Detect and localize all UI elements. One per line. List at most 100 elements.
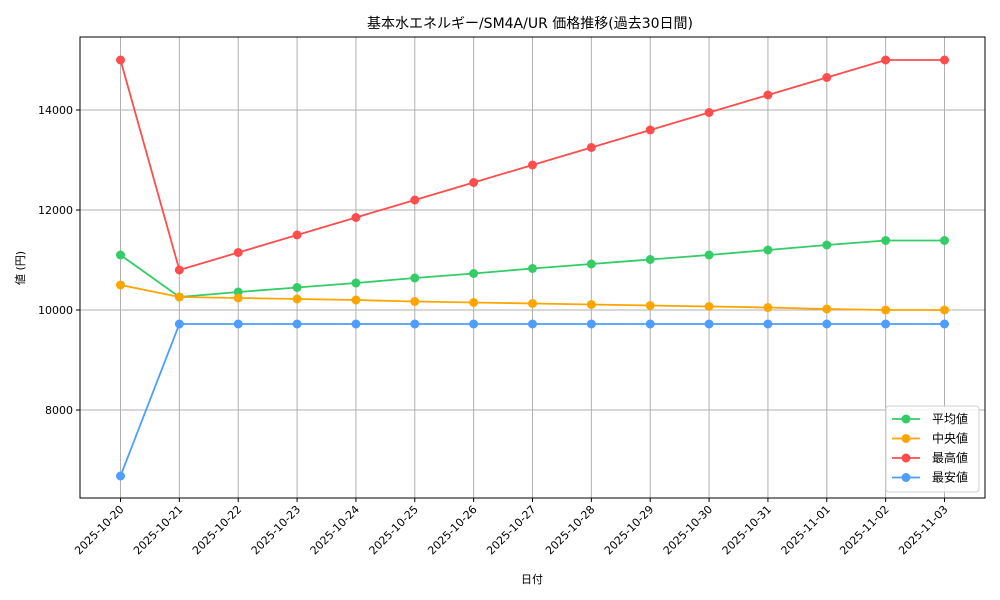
data-point bbox=[410, 273, 420, 283]
legend-item: 最高値 bbox=[892, 450, 968, 465]
data-point bbox=[704, 250, 714, 260]
data-point bbox=[586, 300, 596, 309]
data-point bbox=[469, 178, 479, 187]
data-point bbox=[881, 319, 891, 329]
data-point bbox=[116, 250, 125, 260]
legend-item: 平均値 bbox=[892, 411, 968, 426]
data-point bbox=[528, 160, 537, 170]
y-tick-label: 10000 bbox=[38, 304, 73, 317]
data-point bbox=[822, 73, 832, 82]
data-point bbox=[233, 319, 243, 329]
series-1 bbox=[116, 280, 949, 315]
data-point bbox=[704, 302, 714, 311]
legend-marker-icon bbox=[901, 453, 911, 463]
data-point bbox=[410, 195, 420, 205]
legend-box bbox=[885, 405, 980, 493]
data-point bbox=[822, 240, 832, 250]
data-point bbox=[645, 319, 655, 329]
data-point bbox=[116, 471, 125, 481]
data-point bbox=[292, 230, 302, 240]
data-point bbox=[410, 319, 420, 329]
data-point bbox=[292, 294, 302, 304]
data-point bbox=[763, 245, 773, 255]
x-tick-label: 2025-10-29 bbox=[602, 503, 656, 557]
data-point bbox=[645, 301, 655, 310]
x-tick-label: 2025-11-01 bbox=[779, 503, 833, 557]
data-point bbox=[645, 255, 655, 264]
legend-item: 最安値 bbox=[892, 470, 968, 485]
y-axis-ticks: 8000 10000 12000 14000 bbox=[38, 104, 80, 417]
x-tick-label: 2025-10-23 bbox=[249, 503, 303, 557]
data-point bbox=[822, 304, 832, 314]
data-point bbox=[940, 236, 949, 245]
data-point bbox=[586, 319, 596, 329]
data-point bbox=[704, 108, 714, 117]
y-tick-label: 12000 bbox=[38, 204, 73, 217]
x-tick-label: 2025-11-02 bbox=[837, 503, 891, 557]
data-point bbox=[292, 319, 302, 329]
legend-label: 平均値 bbox=[932, 411, 968, 426]
y-axis-label: 値 (円) bbox=[14, 251, 27, 285]
data-point bbox=[469, 269, 479, 278]
data-point bbox=[351, 319, 361, 329]
data-point bbox=[116, 55, 125, 65]
data-point bbox=[763, 90, 773, 100]
x-tick-label: 2025-10-22 bbox=[190, 503, 244, 557]
legend-label: 中央値 bbox=[932, 431, 968, 446]
data-point bbox=[469, 319, 479, 329]
x-tick-label: 2025-10-26 bbox=[425, 503, 479, 557]
data-point bbox=[174, 292, 184, 302]
legend-marker-icon bbox=[901, 414, 911, 424]
data-point bbox=[174, 319, 184, 329]
x-tick-label: 2025-10-25 bbox=[367, 503, 421, 557]
data-point bbox=[292, 283, 302, 292]
data-point bbox=[233, 248, 243, 257]
data-point bbox=[528, 299, 537, 308]
chart-title: 基本水エネルギー/SM4A/UR 価格推移(過去30日間) bbox=[367, 15, 693, 32]
data-point bbox=[704, 319, 714, 329]
legend-label: 最安値 bbox=[932, 470, 968, 485]
data-point bbox=[940, 319, 949, 329]
series-3 bbox=[116, 319, 949, 481]
data-point bbox=[528, 319, 537, 329]
x-tick-label: 2025-10-21 bbox=[131, 503, 185, 557]
data-point bbox=[174, 265, 184, 275]
data-point bbox=[410, 297, 420, 306]
series-lines bbox=[116, 55, 949, 481]
legend-marker-icon bbox=[901, 434, 911, 443]
x-tick-label: 2025-10-31 bbox=[720, 503, 774, 557]
series-2 bbox=[116, 55, 949, 275]
data-point bbox=[469, 298, 479, 307]
data-point bbox=[351, 213, 361, 222]
data-point bbox=[763, 319, 773, 329]
x-tick-label: 2025-10-30 bbox=[661, 503, 715, 557]
x-tick-label: 2025-10-24 bbox=[308, 503, 362, 557]
y-tick-label: 14000 bbox=[38, 104, 73, 117]
data-point bbox=[881, 305, 891, 315]
data-point bbox=[881, 55, 891, 65]
data-point bbox=[822, 319, 832, 329]
legend-marker-icon bbox=[901, 473, 911, 482]
data-point bbox=[233, 293, 243, 303]
data-point bbox=[351, 295, 361, 305]
data-point bbox=[940, 305, 949, 315]
x-tick-label: 2025-11-03 bbox=[896, 503, 950, 557]
data-point bbox=[586, 259, 596, 269]
x-tick-label: 2025-10-20 bbox=[72, 503, 126, 557]
data-point bbox=[881, 236, 891, 245]
data-point bbox=[940, 55, 949, 65]
legend-item: 中央値 bbox=[892, 431, 968, 446]
x-tick-label: 2025-10-28 bbox=[543, 503, 597, 557]
legend-label: 最高値 bbox=[932, 450, 968, 465]
data-point bbox=[586, 143, 596, 152]
x-axis-ticks: 2025-10-20 2025-10-21 2025-10-22 2025-10-23… bbox=[72, 498, 951, 557]
data-point bbox=[351, 278, 361, 288]
data-point bbox=[645, 125, 655, 135]
data-point bbox=[763, 303, 773, 312]
data-point bbox=[528, 264, 537, 273]
data-point bbox=[116, 280, 125, 290]
x-tick-label: 2025-10-27 bbox=[484, 503, 538, 557]
y-tick-label: 8000 bbox=[45, 404, 73, 417]
x-axis-label: 日付 bbox=[521, 573, 543, 586]
